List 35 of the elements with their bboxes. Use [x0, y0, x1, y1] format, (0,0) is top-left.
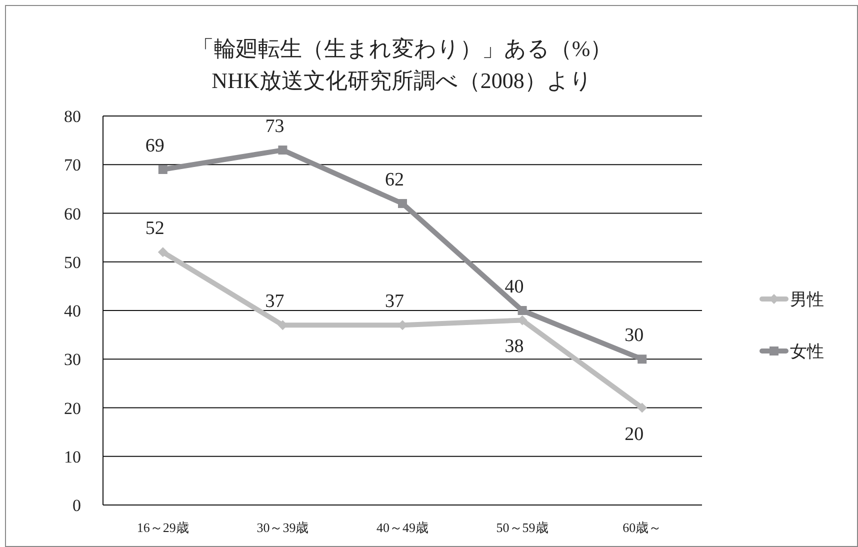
point [158, 164, 168, 174]
data-label: 62 [385, 170, 404, 191]
point [278, 146, 288, 155]
x-tick-label: 16～29歳 [136, 520, 189, 535]
data-label: 38 [504, 336, 524, 358]
data-label: 52 [145, 218, 164, 240]
data-label: 73 [265, 116, 284, 138]
y-tick-label: 80 [64, 107, 81, 126]
y-tick-label: 60 [64, 204, 81, 224]
point [518, 306, 527, 315]
legend-label: 女性 [790, 342, 824, 361]
x-tick-label: 30～39歳 [256, 520, 309, 535]
data-label: 30 [624, 325, 644, 346]
y-tick-label: 0 [72, 496, 81, 515]
y-tick-label: 20 [64, 398, 81, 418]
x-tick-label: 50～59歳 [496, 520, 548, 535]
data-label: 37 [265, 291, 284, 312]
point [637, 402, 648, 413]
data-label: 20 [624, 424, 644, 445]
chart-subtitle: NHK放送文化研究所調べ（2008）より [212, 68, 592, 93]
data-label: 40 [504, 276, 524, 298]
x-tick-label: 60歳～ [622, 520, 662, 535]
point [398, 199, 407, 208]
y-tick-label: 50 [64, 252, 81, 272]
legend-label: 男性 [790, 290, 824, 309]
point [158, 247, 168, 258]
y-tick-label: 70 [64, 156, 81, 175]
data-label: 37 [385, 291, 404, 312]
x-tick-label: 40～49歳 [376, 520, 428, 535]
data-label: 69 [145, 135, 164, 156]
y-tick-label: 30 [64, 350, 81, 370]
point [638, 354, 647, 364]
y-tick-label: 40 [64, 302, 81, 320]
y-tick-label: 10 [64, 447, 81, 466]
chart-title: 「輪廻転生（生まれ変わり）」ある（%） [192, 36, 612, 61]
